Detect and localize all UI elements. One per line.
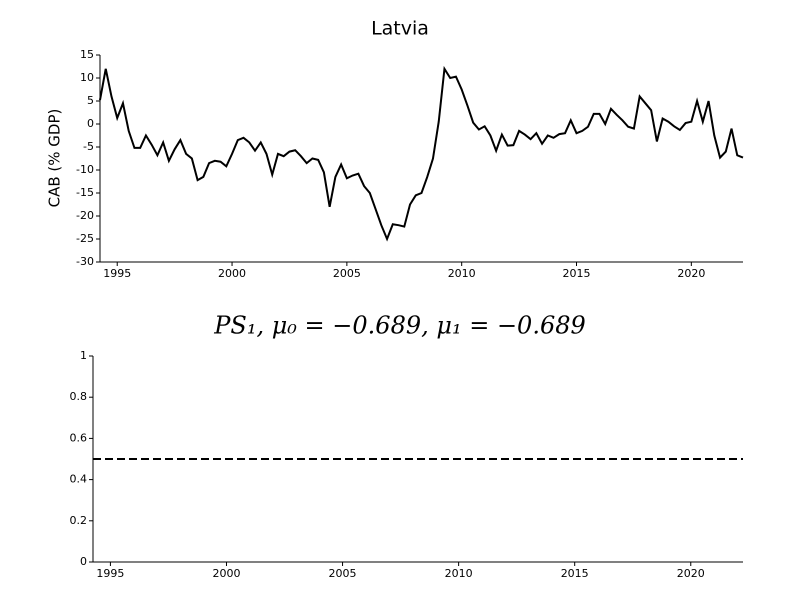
x-tick-label: 1995	[96, 567, 124, 580]
y-tick-label: 15	[80, 48, 94, 61]
y-tick-label: 0.8	[70, 390, 88, 403]
y-tick-label: 5	[87, 94, 94, 107]
x-tick-label: 2015	[563, 267, 591, 280]
x-tick-label: 2020	[677, 567, 705, 580]
y-tick-label: -15	[76, 186, 94, 199]
y-tick-label: -5	[83, 140, 94, 153]
x-tick-label: 2000	[218, 267, 246, 280]
x-tick-label: 2010	[448, 267, 476, 280]
x-tick-label: 2005	[329, 567, 357, 580]
y-tick-label: -10	[76, 163, 94, 176]
y-axis-label: CAB (% GDP)	[46, 109, 64, 208]
chart-title: PS₁, μ₀ = −0.689, μ₁ = −0.689	[213, 312, 586, 340]
x-tick-label: 2020	[677, 267, 705, 280]
y-tick-label: -25	[76, 232, 94, 245]
x-tick-label: 2005	[333, 267, 361, 280]
y-tick-label: -20	[76, 209, 94, 222]
y-tick-label: 0.6	[70, 431, 88, 444]
chart-title: Latvia	[371, 18, 429, 40]
y-tick-label: 0.2	[70, 514, 88, 527]
data-line	[99, 65, 744, 242]
y-tick-label: 1	[80, 349, 87, 362]
y-tick-label: 0	[87, 117, 94, 130]
y-tick-label: -30	[76, 255, 94, 268]
y-tick-label: 0.4	[70, 473, 88, 486]
x-tick-label: 2000	[212, 567, 240, 580]
y-tick-label: 0	[80, 555, 87, 568]
x-tick-label: 2015	[561, 567, 589, 580]
x-tick-label: 1995	[103, 267, 131, 280]
x-tick-label: 2010	[445, 567, 473, 580]
y-tick-label: 10	[80, 71, 94, 84]
